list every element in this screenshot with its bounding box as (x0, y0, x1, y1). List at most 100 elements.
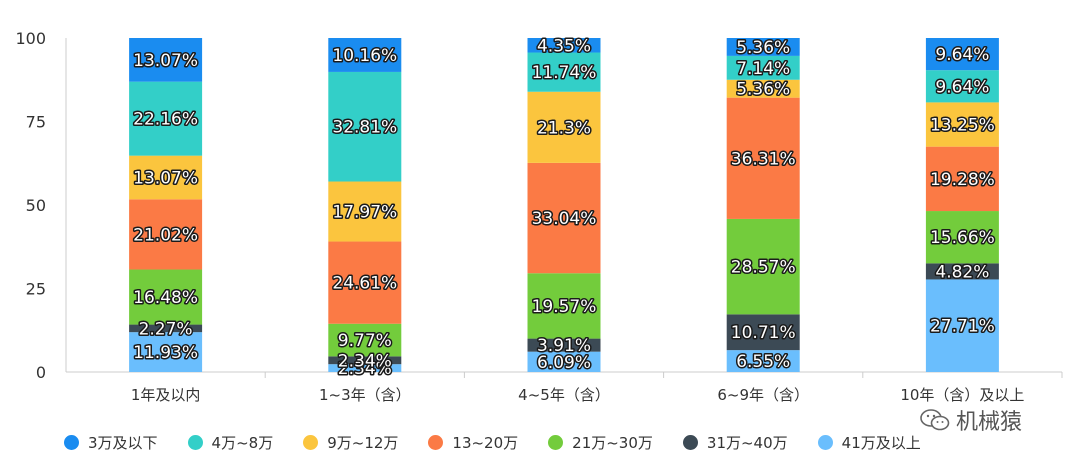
data-label: 13.07% (133, 168, 198, 188)
legend-marker (187, 435, 203, 450)
data-label: 21.02% (133, 225, 198, 245)
data-label: 6.09% (537, 353, 591, 373)
data-label: 21.3% (537, 118, 591, 138)
data-label: 10.71% (731, 323, 796, 343)
legend-item[interactable]: 4万~8万 (187, 432, 273, 453)
bar-segment-31万~40万 (527, 338, 601, 352)
data-label: 5.36% (736, 38, 790, 58)
bar-segment-3万及以下 (527, 38, 601, 53)
bar-segment-9万~12万 (527, 91, 601, 163)
data-label: 33.04% (532, 209, 597, 229)
legend-marker (682, 435, 698, 450)
y-tick-label: 100 (15, 29, 46, 48)
bar-segment-3万及以下 (328, 38, 402, 72)
y-tick-label: 50 (26, 196, 46, 215)
bar-segment-13~20万 (925, 146, 999, 212)
legend-item[interactable]: 9万~12万 (303, 432, 398, 453)
y-tick-label: 25 (26, 280, 46, 299)
data-label: 9.64% (935, 45, 989, 65)
data-label: 11.93% (133, 343, 198, 363)
watermark: 机械猿 (920, 404, 1022, 436)
data-label: 28.57% (731, 258, 796, 278)
data-label: 17.97% (332, 203, 397, 223)
y-tick-label: 75 (26, 113, 46, 132)
bar-segment-3万及以下 (129, 38, 203, 82)
legend-item[interactable]: 13~20万 (428, 432, 518, 453)
data-label: 32.81% (332, 118, 397, 138)
data-label: 16.48% (133, 288, 198, 308)
legend-label: 3万及以下 (88, 434, 158, 452)
bar-segment-9万~12万 (925, 102, 999, 147)
data-label: 10.16% (332, 46, 397, 66)
bar-segment-31万~40万 (726, 314, 800, 351)
legend-item[interactable]: 21万~30万 (548, 432, 653, 453)
bar-segment-21万~30万 (527, 273, 601, 339)
bar-segment-41万及以上 (527, 351, 601, 372)
legend-label: 13~20万 (452, 434, 519, 452)
data-label: 4.82% (935, 262, 989, 282)
bar-segment-31万~40万 (328, 356, 402, 365)
data-label: 9.64% (935, 77, 989, 97)
bar-segment-13~20万 (527, 162, 601, 274)
stacked-bar-chart: 0 25 50 75 100 1年及以内 11.93% 2.27% 16.48% 21.02% 13… (15, 29, 1063, 404)
bar-segment-9万~12万 (726, 79, 800, 98)
x-category-label: 4~5年（含） (518, 386, 610, 404)
data-label: 15.66% (930, 228, 995, 248)
bar-segment-21万~30万 (925, 211, 999, 264)
data-label: 7.14% (736, 59, 790, 79)
legend-item[interactable]: 3万及以下 (64, 432, 158, 453)
data-label: 19.57% (532, 297, 597, 317)
bar-segment-21万~30万 (328, 323, 402, 357)
data-label: 27.71% (930, 317, 995, 337)
legend: 3万及以下 4万~8万 9万~12万 13~20万 21万~30万 31万~40万 41万及… (64, 432, 951, 453)
data-label: 9.77% (338, 331, 392, 351)
bar-segment-4万~8万 (726, 55, 800, 80)
x-category-label: 1年及以内 (131, 386, 201, 404)
data-label: 4.35% (537, 36, 591, 56)
data-label: 36.31% (731, 149, 796, 169)
bar-segment-13~20万 (328, 241, 402, 324)
bar-segment-41万及以上 (726, 350, 800, 372)
bar-segment-41万及以上 (328, 364, 402, 372)
data-label: 22.16% (133, 110, 198, 130)
legend-marker (64, 435, 79, 450)
bar-segment-4万~8万 (129, 81, 203, 156)
bar-segment-31万~40万 (129, 324, 203, 333)
legend-item[interactable]: 31万~40万 (682, 432, 788, 453)
data-label: 13.07% (133, 51, 198, 71)
bar-segment-41万及以上 (129, 332, 203, 372)
bar-segment-4万~8万 (328, 71, 402, 182)
data-label: 13.25% (930, 116, 995, 136)
bar-segment-13~20万 (129, 199, 203, 270)
bar-segment-9万~12万 (129, 155, 203, 200)
wechat-icon (920, 409, 950, 431)
bar-segment-21万~30万 (129, 269, 203, 325)
bar-segment-9万~12万 (328, 181, 402, 242)
data-label: 2.27% (139, 319, 193, 339)
bar-segment-3万及以下 (925, 38, 999, 71)
y-tick-label: 0 (36, 363, 46, 382)
data-label: 2.34% (338, 351, 392, 371)
x-category-label: 10年（含）及以上 (900, 386, 1024, 404)
legend-label: 9万~12万 (327, 434, 399, 452)
data-label: 6.55% (736, 352, 790, 372)
legend-item[interactable]: 41万及以上 (817, 432, 921, 453)
legend-label: 31万~40万 (706, 434, 788, 452)
data-label: 19.28% (930, 170, 995, 190)
bar-segment-31万~40万 (925, 263, 999, 280)
data-label: 3.91% (537, 336, 591, 356)
legend-label: 41万及以上 (841, 434, 921, 452)
bar-segment-41万及以上 (925, 279, 999, 372)
data-label: 2.34% (338, 359, 392, 379)
data-label: 5.36% (736, 80, 790, 100)
bar-segment-4万~8万 (925, 70, 999, 103)
data-label: 24.61% (332, 274, 397, 294)
legend-marker (548, 435, 564, 450)
legend-marker (817, 435, 833, 450)
x-category-label: 1~3年（含） (319, 386, 411, 404)
bar-segment-13~20万 (726, 97, 800, 219)
bar-segment-21万~30万 (726, 218, 800, 315)
legend-label: 21万~30万 (572, 434, 653, 452)
x-category-label: 6~9年（含） (717, 386, 809, 404)
bar-segment-4万~8万 (527, 52, 601, 92)
